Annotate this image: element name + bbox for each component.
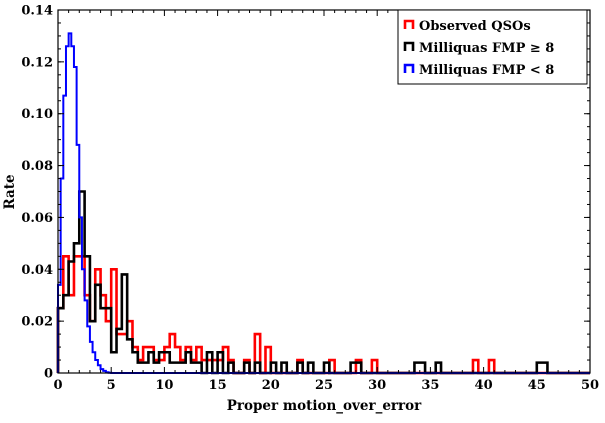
y-tick-label: 0	[44, 367, 53, 382]
legend-swatch-icon	[403, 19, 415, 29]
legend: Observed QSOs Milliquas FMP ≥ 8 Milliquas …	[397, 9, 588, 85]
x-tick-label: 10	[155, 378, 173, 393]
x-tick-label: 25	[315, 378, 333, 393]
x-tick-label: 35	[421, 378, 439, 393]
legend-swatch-icon	[403, 41, 415, 51]
legend-box	[397, 9, 588, 85]
legend-item: Observed QSOs	[403, 19, 531, 34]
y-tick-label: 0.08	[21, 159, 53, 174]
legend-item: Milliquas FMP ≥ 8	[403, 41, 554, 56]
x-tick-label: 15	[209, 378, 227, 393]
x-tick-label: 45	[528, 378, 546, 393]
y-tick-label: 0.12	[21, 55, 53, 70]
x-tick-label: 0	[53, 378, 62, 393]
legend-swatch-icon	[403, 63, 415, 73]
x-axis-label: Proper motion_over_error	[227, 398, 422, 414]
y-tick-label: 0.14	[21, 4, 53, 19]
y-tick-label: 0.02	[21, 315, 53, 330]
x-tick-label: 40	[475, 378, 493, 393]
x-tick-label: 5	[107, 378, 116, 393]
x-tick-label: 20	[262, 378, 280, 393]
y-axis-label: Rate	[2, 174, 18, 209]
legend-label: Observed QSOs	[419, 19, 531, 34]
x-tick-label: 30	[368, 378, 386, 393]
legend-label: Milliquas FMP ≥ 8	[419, 41, 554, 56]
legend-item: Milliquas FMP < 8	[403, 63, 554, 78]
axis-ticks: 0 5 10 15 20 25 30 35 40 45 50 0 0.02 0.04 0.06 0.08 0.1…	[21, 4, 599, 394]
y-tick-label: 0.10	[21, 107, 53, 122]
y-tick-label: 0.04	[21, 263, 53, 278]
legend-label: Milliquas FMP < 8	[419, 63, 554, 78]
x-tick-label: 50	[581, 378, 599, 393]
y-tick-label: 0.06	[21, 211, 53, 226]
